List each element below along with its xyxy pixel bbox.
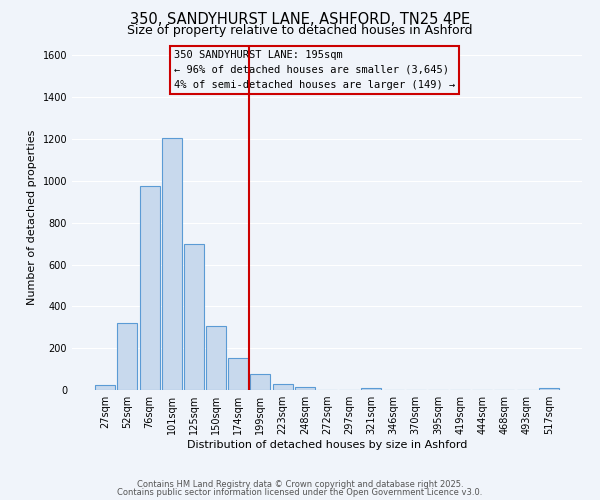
Bar xyxy=(539,388,559,390)
Text: 350, SANDYHURST LANE, ASHFORD, TN25 4PE: 350, SANDYHURST LANE, ASHFORD, TN25 4PE xyxy=(130,12,470,28)
Y-axis label: Number of detached properties: Number of detached properties xyxy=(27,130,37,305)
Bar xyxy=(228,358,248,390)
Text: Contains public sector information licensed under the Open Government Licence v3: Contains public sector information licen… xyxy=(118,488,482,497)
Bar xyxy=(206,326,226,390)
Text: Size of property relative to detached houses in Ashford: Size of property relative to detached ho… xyxy=(127,24,473,37)
Bar xyxy=(250,374,271,390)
Bar xyxy=(162,138,182,390)
X-axis label: Distribution of detached houses by size in Ashford: Distribution of detached houses by size … xyxy=(187,440,467,450)
Bar xyxy=(295,387,315,390)
Text: Contains HM Land Registry data © Crown copyright and database right 2025.: Contains HM Land Registry data © Crown c… xyxy=(137,480,463,489)
Bar xyxy=(118,323,137,390)
Bar xyxy=(140,186,160,390)
Bar xyxy=(272,384,293,390)
Text: 350 SANDYHURST LANE: 195sqm
← 96% of detached houses are smaller (3,645)
4% of s: 350 SANDYHURST LANE: 195sqm ← 96% of det… xyxy=(174,50,455,90)
Bar xyxy=(95,385,115,390)
Bar xyxy=(361,388,382,390)
Bar xyxy=(184,244,204,390)
